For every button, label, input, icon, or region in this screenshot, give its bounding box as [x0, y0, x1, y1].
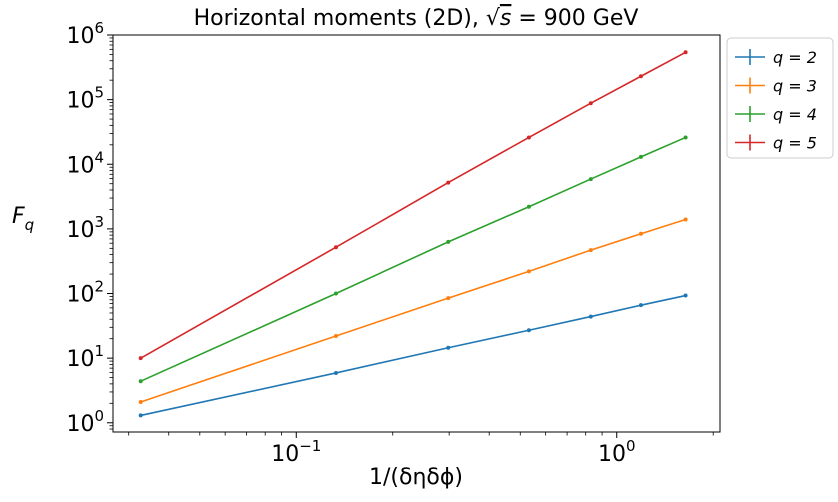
- y-tick-label: 105: [66, 84, 104, 114]
- data-point: [683, 50, 688, 55]
- data-point: [638, 154, 643, 159]
- data-point: [588, 248, 593, 253]
- data-point: [446, 180, 451, 185]
- x-axis-label: 1/(δηδϕ): [369, 465, 463, 490]
- data-point: [638, 303, 643, 308]
- y-tick-label: 101: [66, 342, 104, 372]
- data-point: [526, 269, 531, 274]
- legend-label: q = 5: [773, 134, 817, 153]
- data-point: [638, 231, 643, 236]
- axes-frame: [112, 34, 721, 433]
- data-point: [446, 296, 451, 301]
- legend-entry: q = 4: [735, 105, 817, 124]
- data-point: [526, 135, 531, 140]
- y-tick-label: 102: [66, 278, 104, 308]
- data-point: [526, 204, 531, 209]
- data-point: [333, 291, 338, 296]
- legend-box: [726, 37, 834, 159]
- series-line-q2: [140, 294, 686, 417]
- data-point: [588, 101, 593, 106]
- x-tick-label: 100: [598, 437, 636, 467]
- data-point: [138, 399, 143, 404]
- plot-area: 10−1 100 100 101 102 103 104 105 106: [66, 19, 721, 467]
- data-point: [138, 379, 143, 384]
- data-point: [138, 413, 143, 418]
- y-axis-label: Fq: [12, 204, 34, 234]
- data-point: [446, 345, 451, 350]
- data-point: [333, 334, 338, 339]
- data-point: [683, 293, 688, 298]
- data-point: [683, 217, 688, 222]
- chart-title: Horizontal moments (2D), √s = 900 GeV: [194, 6, 639, 31]
- y-tick-label: 106: [66, 19, 104, 49]
- x-tick-label: 10−1: [271, 437, 321, 467]
- data-point: [588, 177, 593, 182]
- legend-entry: q = 5: [735, 134, 817, 153]
- legend-entry: q = 2: [735, 48, 817, 67]
- data-point: [333, 370, 338, 375]
- legend: q = 2 q = 3 q = 4 q = 5: [726, 37, 834, 159]
- series-line-q3: [140, 218, 686, 403]
- data-point: [333, 245, 338, 250]
- data-point: [683, 135, 688, 140]
- data-point: [526, 328, 531, 333]
- legend-label: q = 3: [773, 77, 817, 96]
- legend-entry: q = 3: [735, 77, 817, 96]
- data-point: [588, 314, 593, 319]
- legend-label: q = 4: [773, 105, 817, 124]
- data-point: [638, 74, 643, 79]
- y-tick-label: 104: [66, 148, 104, 178]
- series-line-q4: [140, 136, 686, 382]
- legend-label: q = 2: [773, 48, 817, 67]
- series-line-q5: [140, 51, 686, 359]
- y-tick-label: 100: [66, 407, 104, 437]
- y-tick-label: 103: [66, 213, 104, 243]
- data-point: [138, 356, 143, 361]
- data-point: [446, 239, 451, 244]
